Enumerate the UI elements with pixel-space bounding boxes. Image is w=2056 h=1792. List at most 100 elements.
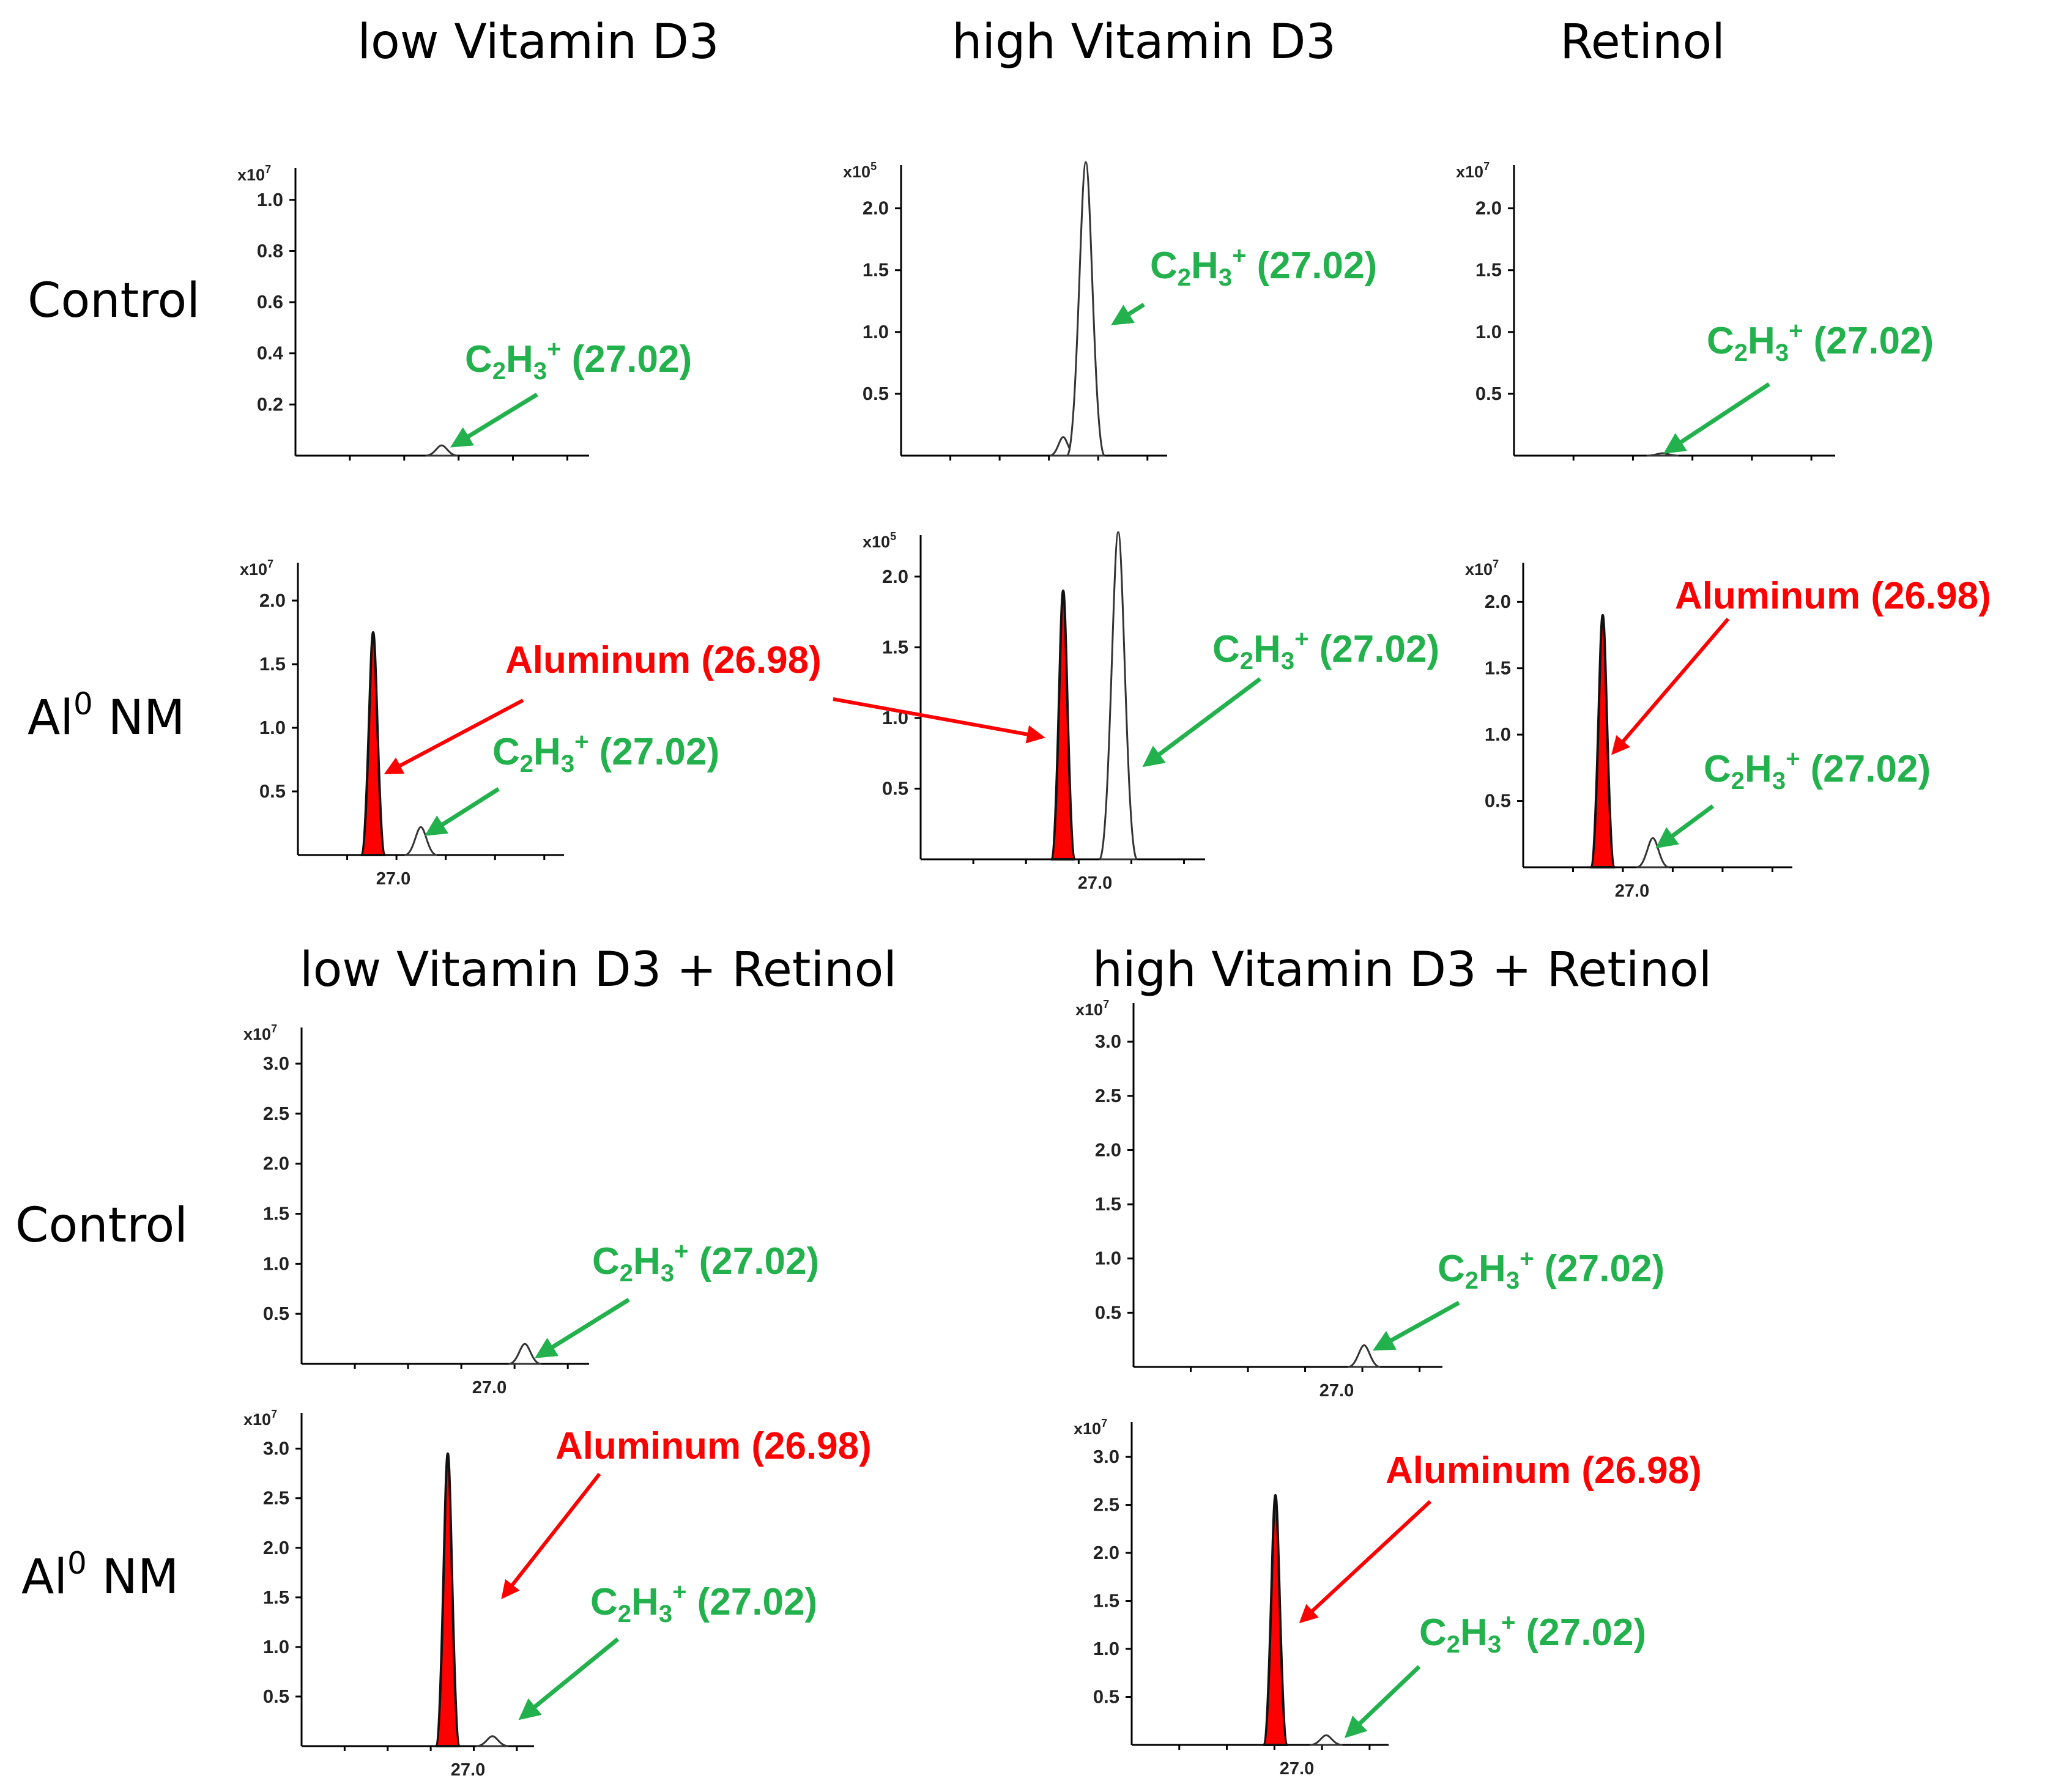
label-aluminum-low-d3-ret: Aluminum (26.98) bbox=[555, 1425, 872, 1467]
x-tick-label: 27.0 bbox=[1615, 881, 1649, 901]
y-multiplier: x107 bbox=[1465, 558, 1499, 579]
y-tick-label: 3.0 bbox=[263, 1053, 289, 1074]
peak-c2h3 bbox=[1310, 1734, 1343, 1746]
panel-retinol-control: x107 0.5 1.0 1.5 2.0 bbox=[1456, 160, 1835, 461]
panel-low-d3-control: x107 0.2 0.4 0.6 0.8 1.0 bbox=[237, 163, 589, 461]
peak-aluminum bbox=[1262, 1494, 1289, 1746]
y-tick-label: 0.5 bbox=[263, 1303, 289, 1324]
row-label-control-bottom: Control bbox=[15, 1198, 188, 1253]
y-tick-label: 1.5 bbox=[263, 1203, 289, 1224]
y-tick-label: 1.0 bbox=[1485, 724, 1511, 745]
peak-aluminum bbox=[1589, 613, 1616, 868]
panel-low-d3-al: x107 0.5 1.0 1.5 2.0 27.0 bbox=[240, 558, 564, 889]
y-tick-label: 0.5 bbox=[882, 777, 908, 799]
arrow-aluminum-high-d3-ret bbox=[1299, 1500, 1432, 1624]
label-c2h3-high-d3-control: C2H3+ (27.02) bbox=[1150, 242, 1377, 291]
y-tick-label: 0.5 bbox=[1475, 383, 1502, 404]
label-aluminum-high-d3-ret: Aluminum (26.98) bbox=[1386, 1450, 1702, 1492]
panel-low-d3-retinol-al: x107 0.5 1.0 1.5 2.0 2.5 3.0 27.0 bbox=[243, 1408, 534, 1780]
label-c2h3-high-d3-ret-control: C2H3+ (27.02) bbox=[1438, 1245, 1664, 1294]
panel-high-d3-retinol-control: x107 0.5 1.0 1.5 2.0 2.5 3.0 27.0 bbox=[1075, 998, 1442, 1401]
arrow-c2h3-high-d3-al bbox=[1142, 677, 1262, 768]
y-tick-label: 2.0 bbox=[863, 198, 889, 219]
arrow-aluminum-high-d3 bbox=[833, 697, 1045, 744]
y-tick-label: 0.6 bbox=[257, 291, 283, 313]
peak-c2h3 bbox=[1348, 1344, 1381, 1368]
y-multiplier: x107 bbox=[237, 163, 271, 184]
y-tick-label: 2.0 bbox=[882, 566, 908, 587]
arrow-c2h3-retinol-al bbox=[1655, 804, 1715, 849]
x-tick-label: 27.0 bbox=[451, 1760, 485, 1780]
peak-c2h3 bbox=[1646, 452, 1679, 457]
y-multiplier: x107 bbox=[1074, 1417, 1107, 1438]
panel-high-d3-retinol-al: x107 0.5 1.0 1.5 2.0 2.5 3.0 27.0 bbox=[1074, 1417, 1389, 1779]
arrows bbox=[384, 303, 1770, 1738]
y-tick-label: 0.5 bbox=[259, 780, 286, 802]
label-c2h3-retinol-al: C2H3+ (27.02) bbox=[1704, 746, 1931, 794]
y-tick-label: 2.0 bbox=[263, 1537, 289, 1558]
arrow-c2h3-high-d3-ret-al bbox=[1344, 1665, 1421, 1738]
y-multiplier: x105 bbox=[863, 530, 896, 551]
y-tick-label: 2.5 bbox=[263, 1487, 289, 1509]
y-tick-label: 1.0 bbox=[1095, 1248, 1121, 1269]
label-c2h3-high-d3-ret-al: C2H3+ (27.02) bbox=[1419, 1609, 1646, 1658]
label-aluminum-retinol: Aluminum (26.98) bbox=[1675, 575, 1991, 617]
y-tick-label: 1.0 bbox=[263, 1636, 289, 1657]
y-multiplier: x107 bbox=[1075, 998, 1109, 1019]
arrow-aluminum-low-d3 bbox=[384, 698, 524, 774]
peak-c2h3 bbox=[1098, 531, 1138, 861]
peak-c2h3 bbox=[508, 1342, 541, 1365]
label-aluminum-low-high-d3: Aluminum (26.98) bbox=[505, 639, 822, 681]
y-tick-label: 0.8 bbox=[257, 240, 283, 261]
panel-retinol-al: x107 0.5 1.0 1.5 2.0 27.0 bbox=[1465, 558, 1792, 901]
row-label-al-nm-bottom: Al0 NM bbox=[21, 1546, 179, 1605]
panel-low-d3-retinol-control: x107 0.5 1.0 1.5 2.0 2.5 3.0 27.0 bbox=[243, 1023, 589, 1398]
arrow-c2h3-high-d3-control bbox=[1111, 303, 1145, 325]
y-tick-label: 1.5 bbox=[882, 636, 908, 657]
y-multiplier: x105 bbox=[843, 160, 877, 181]
peak-c2h3 bbox=[1636, 837, 1669, 868]
label-c2h3-low-d3-control: C2H3+ (27.02) bbox=[465, 336, 692, 385]
peak-c2h3 bbox=[404, 826, 437, 856]
x-tick-label: 27.0 bbox=[1319, 1381, 1354, 1401]
label-c2h3-high-d3-al: C2H3+ (27.02) bbox=[1212, 626, 1439, 675]
x-tick-label: 27.0 bbox=[1280, 1759, 1314, 1779]
y-tick-label: 0.4 bbox=[257, 342, 284, 364]
y-tick-label: 1.5 bbox=[1093, 1590, 1119, 1612]
x-tick-label: 27.0 bbox=[1078, 873, 1112, 893]
arrow-c2h3-retinol-control bbox=[1663, 382, 1770, 454]
y-tick-label: 2.0 bbox=[1485, 591, 1511, 612]
y-tick-label: 1.0 bbox=[1093, 1638, 1119, 1659]
peak-aluminum bbox=[434, 1452, 461, 1747]
peak-c2h3 bbox=[476, 1735, 509, 1747]
col-title-low-d3-retinol: low Vitamin D3 + Retinol bbox=[300, 942, 897, 998]
arrow-c2h3-low-d3-ret-al bbox=[518, 1637, 620, 1720]
label-c2h3-low-d3-al: C2H3+ (27.02) bbox=[492, 728, 719, 777]
arrow-aluminum-low-d3-ret bbox=[501, 1473, 601, 1599]
label-c2h3-retinol-control: C2H3+ (27.02) bbox=[1707, 317, 1934, 366]
y-tick-label: 0.5 bbox=[1485, 790, 1511, 812]
y-tick-label: 2.5 bbox=[263, 1103, 289, 1124]
col-title-high-d3-retinol: high Vitamin D3 + Retinol bbox=[1093, 942, 1712, 998]
y-multiplier: x107 bbox=[243, 1408, 277, 1429]
y-tick-label: 1.0 bbox=[863, 321, 889, 342]
arrow-aluminum-retinol bbox=[1611, 618, 1730, 755]
y-tick-label: 3.0 bbox=[263, 1438, 289, 1459]
col-title-retinol: Retinol bbox=[1560, 15, 1725, 70]
y-multiplier: x107 bbox=[243, 1023, 277, 1043]
arrow-c2h3-low-d3-al bbox=[425, 787, 500, 836]
label-c2h3-low-d3-ret-control: C2H3+ (27.02) bbox=[592, 1238, 819, 1287]
y-tick-label: 0.5 bbox=[1095, 1301, 1121, 1323]
col-title-high-d3: high Vitamin D3 bbox=[952, 15, 1336, 70]
peak-aluminum bbox=[360, 631, 387, 856]
y-tick-label: 2.0 bbox=[259, 590, 286, 611]
y-tick-label: 1.0 bbox=[263, 1253, 289, 1274]
arrow-c2h3-low-d3-control bbox=[450, 393, 538, 448]
y-tick-label: 1.5 bbox=[1095, 1193, 1121, 1215]
x-tick-label: 27.0 bbox=[472, 1378, 507, 1398]
panel-high-d3-control: x105 0.5 1.0 1.5 2.0 bbox=[843, 160, 1167, 461]
annotations: C2H3+ (27.02) C2H3+ (27.02) C2H3+ (27.02… bbox=[465, 242, 1991, 1658]
y-tick-label: 0.5 bbox=[1093, 1686, 1119, 1708]
